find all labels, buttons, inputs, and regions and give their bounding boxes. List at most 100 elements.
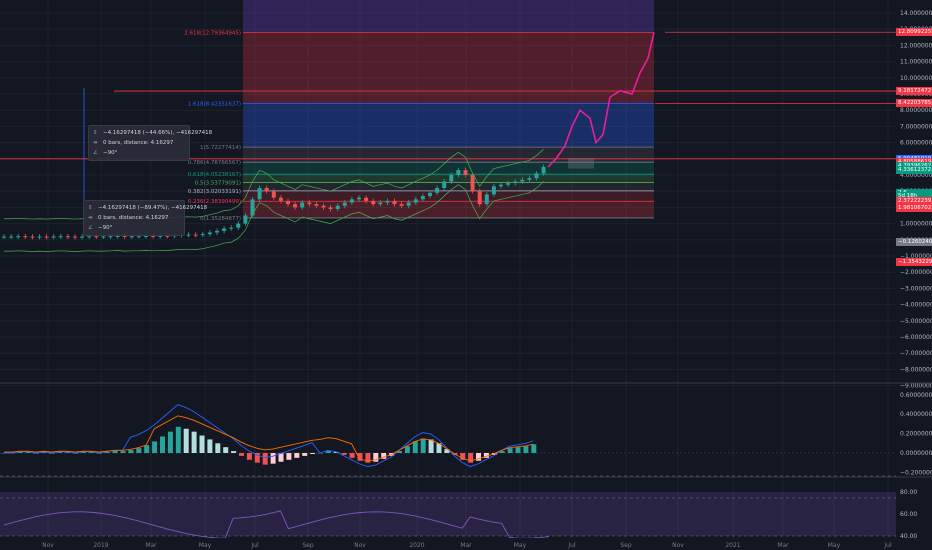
candle bbox=[250, 199, 255, 216]
price-axis-label: 7.00000000 bbox=[900, 123, 932, 130]
candle bbox=[371, 200, 376, 205]
candle bbox=[307, 202, 312, 205]
candle bbox=[314, 204, 319, 206]
measure-value: −4.16297418 (−89.47%), −416297418 bbox=[98, 205, 208, 211]
price-tag: 12.80992259 bbox=[896, 28, 932, 37]
macd-bar bbox=[349, 453, 355, 458]
macd-bar bbox=[262, 453, 268, 465]
candle bbox=[51, 236, 56, 238]
price-tag: 9.18172472 bbox=[896, 87, 932, 96]
candle bbox=[65, 236, 70, 238]
time-axis-label: May bbox=[514, 542, 527, 549]
candle bbox=[378, 202, 383, 205]
fib-zone-786 bbox=[243, 162, 654, 175]
macd-bar bbox=[254, 453, 260, 463]
candle bbox=[286, 200, 290, 205]
time-axis-label: Nov bbox=[354, 542, 366, 549]
candle bbox=[349, 199, 354, 203]
macd-axis-label: 0.00000000 bbox=[900, 450, 932, 457]
candle bbox=[357, 197, 361, 200]
candle bbox=[420, 196, 425, 200]
candle bbox=[491, 186, 496, 195]
macd-bar bbox=[136, 448, 142, 453]
candle bbox=[456, 170, 461, 175]
candle bbox=[30, 236, 35, 238]
angle-icon: ∠ bbox=[88, 225, 93, 231]
measure-tooltip-1: ⇕ −4.16297418 (−44.66%), −416297418 ⇹ 0 ba… bbox=[88, 125, 212, 161]
signal-line bbox=[4, 415, 534, 462]
price-tag: 8.42203785 bbox=[896, 99, 932, 108]
candle bbox=[136, 236, 141, 238]
candle bbox=[428, 192, 432, 197]
macd-bar bbox=[207, 439, 213, 453]
candle bbox=[271, 191, 276, 198]
fib-label: 0(1.35284877) bbox=[200, 216, 241, 222]
time-axis-label: Mar bbox=[777, 542, 789, 549]
candle bbox=[165, 235, 170, 237]
candle bbox=[321, 205, 326, 208]
macd-bar bbox=[191, 431, 197, 453]
candle bbox=[200, 234, 205, 236]
macd-bar bbox=[333, 452, 339, 453]
price-axis-label: −8.00000000 bbox=[900, 366, 932, 373]
macd-bar bbox=[231, 451, 237, 453]
price-axis-label: −2.00000000 bbox=[900, 269, 932, 276]
price-tag: 4.79396262 bbox=[896, 162, 932, 171]
rsi-axis-label: 40.00 bbox=[900, 533, 917, 540]
measure-distance: 0 bars, distance: 4.16297 bbox=[98, 215, 169, 221]
macd-bar bbox=[310, 453, 316, 454]
candle bbox=[278, 197, 283, 201]
candle bbox=[58, 236, 63, 238]
measure-tooltip-2: ⇕ −4.16297418 (−89.47%), −416297418 ⇹ 0 ba… bbox=[83, 200, 207, 236]
macd-bar bbox=[223, 447, 229, 453]
macd-bar bbox=[152, 441, 158, 453]
measure-icon: ⇕ bbox=[88, 205, 93, 211]
price-axis-label: −6.00000000 bbox=[900, 334, 932, 341]
time-axis-label: 2019 bbox=[93, 542, 108, 549]
macd-line bbox=[4, 404, 534, 468]
candle bbox=[122, 235, 127, 237]
bars-icon: ⇹ bbox=[93, 140, 98, 146]
candle bbox=[413, 199, 418, 203]
fib-zone-618 bbox=[243, 174, 654, 183]
time-axis-label: Mar bbox=[145, 542, 157, 549]
candle bbox=[300, 202, 305, 208]
price-tag: 1.98106702 bbox=[896, 203, 932, 212]
macd-bar bbox=[88, 452, 94, 453]
measure-value: −4.16297418 (−44.66%), −416297418 bbox=[103, 130, 213, 136]
macd-bar bbox=[341, 453, 347, 455]
candle bbox=[23, 236, 28, 238]
candle bbox=[115, 235, 120, 237]
macd-bar bbox=[507, 448, 513, 453]
time-axis-label: 2020 bbox=[409, 542, 424, 549]
candle bbox=[442, 181, 447, 188]
candle bbox=[144, 235, 148, 237]
macd-bar bbox=[531, 444, 537, 453]
candle bbox=[2, 236, 6, 238]
fib-zone-236 bbox=[243, 201, 654, 218]
macd-bar bbox=[160, 436, 165, 453]
fib-label: 2.618(12.79364945) bbox=[184, 31, 241, 37]
macd-bar bbox=[120, 451, 126, 453]
time-axis-label: May bbox=[828, 542, 841, 549]
measure-distance: 0 bars, distance: 4.16297 bbox=[103, 140, 174, 146]
rsi-line bbox=[3, 510, 550, 539]
candle bbox=[236, 223, 241, 228]
price-axis-label: −3.00000000 bbox=[900, 285, 932, 292]
macd-bar bbox=[128, 450, 134, 453]
fib-label: 0.618(4.05238167) bbox=[188, 172, 241, 178]
candle bbox=[80, 236, 85, 238]
candle bbox=[477, 191, 482, 205]
macd-bar bbox=[428, 439, 434, 453]
rsi-axis-label: 60.00 bbox=[900, 511, 917, 518]
candle bbox=[499, 184, 503, 187]
candle bbox=[87, 236, 92, 238]
macd-bar bbox=[246, 453, 252, 460]
macd-bar bbox=[444, 449, 450, 453]
candle bbox=[328, 207, 333, 210]
time-axis-label: Jul bbox=[567, 542, 576, 549]
time-axis-label: Jul bbox=[250, 542, 259, 549]
macd-bar bbox=[325, 451, 331, 453]
price-tag: 5d 18h bbox=[896, 192, 932, 201]
